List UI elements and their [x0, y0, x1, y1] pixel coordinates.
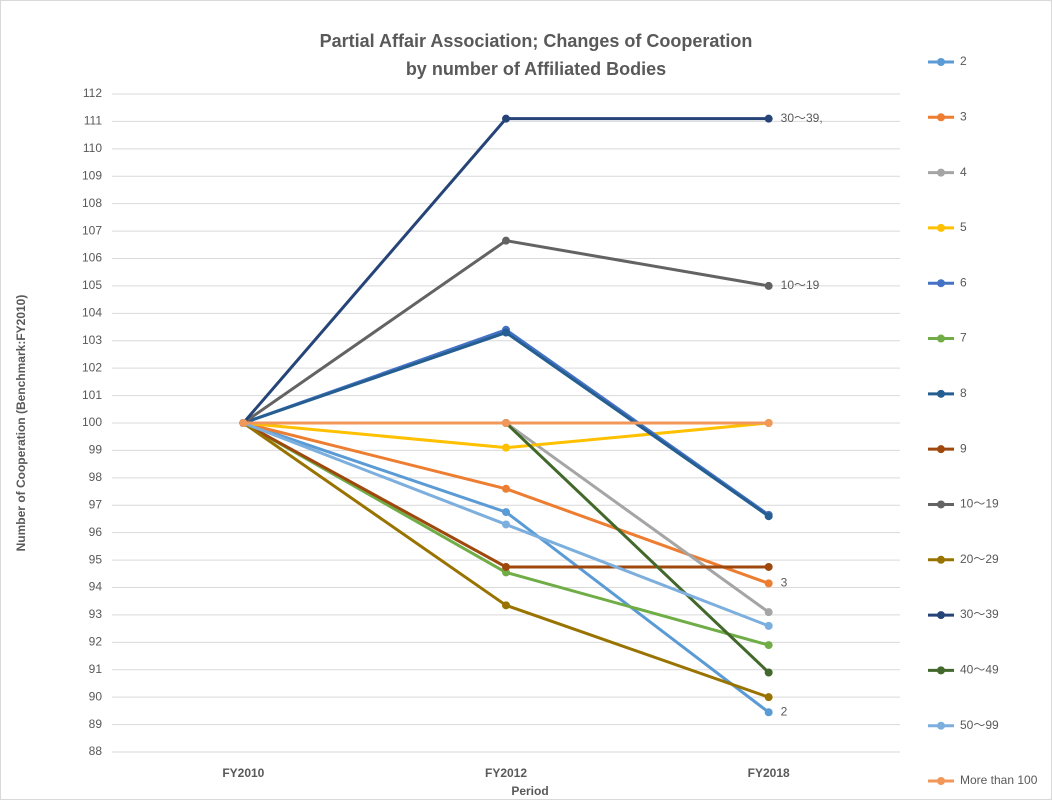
data-point [502, 419, 510, 427]
data-point [502, 484, 510, 493]
data-point [502, 443, 510, 452]
y-tick-label: 107 [82, 223, 102, 237]
data-point [764, 419, 773, 427]
legend-marker [937, 58, 945, 66]
y-tick-label: 101 [82, 388, 102, 402]
x-tick-label: FY2012 [485, 766, 527, 780]
chart-subtitle: by number of Affiliated Bodies [406, 59, 666, 79]
legend-marker [937, 113, 945, 122]
y-tick-label: 99 [89, 443, 103, 457]
legend-label: More than 100 [960, 773, 1038, 787]
y-tick-label: 111 [84, 114, 103, 128]
data-point [764, 621, 773, 630]
legend-label: 50～99 [960, 718, 999, 732]
legend-marker [937, 223, 945, 232]
data-point [502, 520, 510, 529]
data-point [502, 601, 510, 610]
legend-marker [937, 168, 945, 177]
y-tick-label: 104 [82, 306, 102, 320]
data-point [764, 641, 773, 650]
legend-label: 20～29 [960, 552, 999, 566]
annotation: 2 [781, 704, 788, 718]
legend-label: 2 [960, 54, 967, 68]
y-tick-label: 94 [89, 580, 103, 594]
legend-marker [937, 279, 945, 288]
y-tick-label: 90 [89, 689, 103, 703]
legend-marker [937, 555, 945, 564]
annotation: 10～19 [781, 278, 820, 292]
data-point [502, 568, 510, 577]
y-tick-label: 108 [82, 196, 102, 210]
y-tick-label: 100 [82, 415, 102, 429]
data-point [502, 562, 510, 571]
data-point [764, 114, 773, 123]
legend-label: 30～39 [960, 607, 999, 621]
legend-label: 40～49 [960, 663, 999, 677]
legend-label: 8 [960, 386, 967, 400]
legend-marker [937, 500, 945, 509]
y-tick-label: 95 [89, 552, 103, 566]
y-axis-title: Number of Cooperation (Benchmark:FY2010) [14, 295, 28, 552]
y-tick-label: 103 [82, 333, 102, 347]
y-tick-label: 112 [83, 86, 102, 100]
data-point [239, 419, 248, 427]
y-tick-label: 89 [89, 717, 103, 731]
x-tick-label: FY2010 [222, 766, 264, 780]
data-point [502, 236, 510, 245]
legend-marker [937, 389, 945, 398]
data-point [764, 281, 773, 290]
x-tick-label: FY2018 [748, 766, 790, 780]
legend-marker [937, 445, 945, 454]
data-point [764, 512, 773, 521]
y-tick-label: 96 [89, 525, 103, 539]
data-point [764, 708, 773, 717]
annotation: 3 [781, 576, 788, 590]
y-tick-label: 97 [89, 497, 103, 511]
annotation: 30～39, [781, 111, 823, 125]
y-tick-label: 92 [89, 635, 103, 649]
y-tick-label: 106 [82, 251, 102, 265]
y-tick-label: 109 [82, 168, 102, 182]
legend-label: 5 [960, 220, 967, 234]
legend-label: 4 [960, 165, 967, 179]
legend-marker [937, 611, 945, 620]
data-point [502, 328, 510, 337]
legend-label: 6 [960, 275, 967, 289]
y-tick-label: 88 [89, 744, 103, 758]
legend-label: 9 [960, 441, 967, 455]
data-point [764, 668, 773, 677]
legend-marker [937, 666, 945, 675]
y-tick-label: 105 [82, 278, 102, 292]
y-tick-label: 91 [89, 662, 103, 676]
data-point [764, 562, 773, 571]
y-tick-label: 98 [89, 470, 103, 484]
chart-title: Partial Affair Association; Changes of C… [320, 31, 753, 51]
legend-label: 10～19 [960, 497, 999, 511]
y-tick-label: 102 [82, 360, 102, 374]
legend-marker [937, 777, 945, 785]
x-axis-title: Period [511, 784, 548, 798]
legend-label: 7 [960, 331, 967, 345]
y-tick-label: 93 [89, 607, 103, 621]
data-point [764, 693, 773, 702]
legend-marker [937, 721, 945, 730]
data-point [764, 579, 773, 588]
data-point [502, 114, 510, 123]
legend-label: 3 [960, 109, 967, 123]
data-point [502, 508, 510, 517]
legend-marker [937, 334, 945, 343]
data-point [764, 608, 773, 617]
y-tick-label: 110 [83, 141, 102, 155]
